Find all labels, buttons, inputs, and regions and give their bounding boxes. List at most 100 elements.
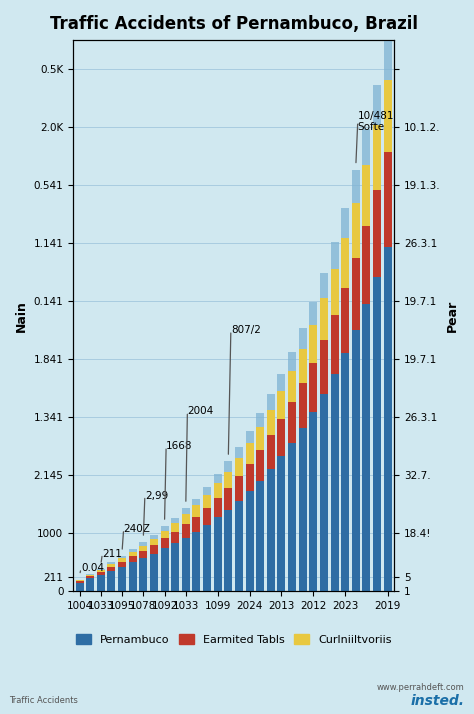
Bar (256, 427, 264, 450)
Bar (384, 246, 392, 591)
Text: 807/2: 807/2 (231, 326, 261, 336)
Text: 1668: 1668 (166, 441, 192, 451)
Bar (267, 469, 275, 591)
Bar (363, 129, 371, 166)
Bar (97, 573, 105, 575)
Bar (246, 431, 254, 443)
Bar (128, 556, 137, 563)
Bar (352, 203, 360, 258)
Bar (288, 371, 296, 402)
Text: Traffic Accidents: Traffic Accidents (9, 696, 78, 705)
Bar (203, 488, 211, 496)
Bar (235, 476, 243, 501)
Bar (118, 556, 126, 558)
Bar (384, 80, 392, 152)
Bar (277, 374, 285, 391)
Bar (235, 501, 243, 591)
Bar (341, 288, 349, 353)
Bar (310, 325, 317, 363)
Bar (75, 581, 83, 583)
Bar (246, 464, 254, 491)
Bar (150, 535, 158, 538)
Bar (299, 383, 307, 428)
Bar (352, 170, 360, 203)
Bar (118, 567, 126, 591)
Bar (246, 491, 254, 591)
Bar (161, 531, 169, 538)
Bar (97, 570, 105, 573)
Bar (256, 481, 264, 591)
Bar (224, 471, 232, 488)
Bar (310, 363, 317, 412)
Bar (330, 315, 338, 374)
Bar (373, 124, 381, 191)
Text: www.perrahdeft.com: www.perrahdeft.com (377, 683, 465, 693)
Bar (139, 543, 147, 545)
Bar (363, 166, 371, 226)
Bar (224, 461, 232, 471)
Bar (246, 443, 254, 464)
Bar (235, 458, 243, 476)
Bar (108, 563, 115, 564)
Bar (108, 567, 115, 571)
Bar (108, 571, 115, 591)
Text: 211: 211 (102, 548, 122, 558)
Bar (330, 374, 338, 591)
Bar (341, 353, 349, 591)
Bar (150, 545, 158, 553)
Bar (203, 508, 211, 526)
Bar (182, 538, 190, 591)
Text: 2004: 2004 (187, 406, 214, 416)
Bar (341, 208, 349, 238)
Bar (192, 506, 201, 517)
Bar (203, 496, 211, 508)
Bar (192, 517, 201, 532)
Bar (171, 532, 179, 543)
Bar (128, 549, 137, 552)
Text: 2,99: 2,99 (145, 491, 168, 501)
Bar (256, 450, 264, 481)
Bar (214, 498, 222, 518)
Bar (320, 394, 328, 591)
Bar (192, 498, 201, 506)
Bar (86, 578, 94, 591)
Bar (97, 575, 105, 591)
Bar (182, 508, 190, 515)
Bar (161, 538, 169, 548)
Bar (267, 394, 275, 410)
Bar (363, 226, 371, 304)
Bar (299, 328, 307, 349)
Bar (182, 515, 190, 524)
Bar (373, 276, 381, 591)
Bar (352, 330, 360, 591)
Bar (150, 553, 158, 591)
Bar (86, 573, 94, 575)
Bar (214, 518, 222, 591)
Bar (288, 352, 296, 371)
Bar (310, 302, 317, 325)
Bar (192, 532, 201, 591)
Legend: Pernambuco, Earmited Tabls, Curlniiltvoriis: Pernambuco, Earmited Tabls, Curlniiltvor… (71, 630, 396, 649)
Bar (373, 84, 381, 124)
Bar (128, 563, 137, 591)
Bar (108, 564, 115, 567)
Bar (118, 558, 126, 562)
Bar (330, 269, 338, 315)
Bar (277, 391, 285, 419)
Bar (161, 548, 169, 591)
Bar (373, 191, 381, 276)
Bar (203, 526, 211, 591)
Bar (299, 349, 307, 383)
Bar (363, 304, 371, 591)
Bar (320, 340, 328, 394)
Bar (75, 583, 83, 591)
Bar (310, 412, 317, 591)
Bar (330, 242, 338, 269)
Bar (288, 443, 296, 591)
Bar (214, 474, 222, 483)
Bar (288, 402, 296, 443)
Bar (384, 36, 392, 80)
Bar (171, 518, 179, 523)
Bar (352, 258, 360, 330)
Bar (214, 483, 222, 498)
